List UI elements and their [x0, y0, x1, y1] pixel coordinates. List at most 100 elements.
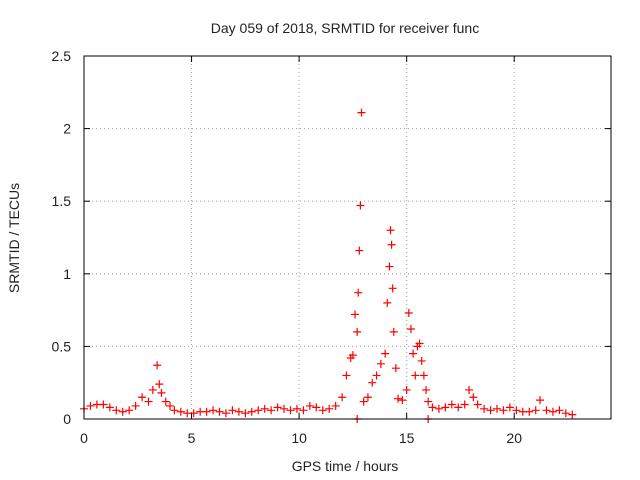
y-tick-label: 1.5: [52, 193, 72, 209]
data-point: [325, 404, 334, 413]
data-point: [112, 406, 121, 415]
data-point: [536, 396, 545, 405]
data-point: [338, 393, 347, 402]
data-point: [447, 400, 456, 409]
data-point: [454, 403, 463, 412]
x-tick-label: 20: [506, 430, 522, 446]
data-point: [355, 246, 364, 255]
data-point: [381, 349, 390, 358]
data-point: [260, 404, 269, 413]
data-point: [353, 327, 362, 336]
data-point: [465, 385, 474, 394]
y-tick-label: 2.5: [52, 48, 72, 64]
data-point: [189, 409, 198, 418]
data-point: [492, 404, 501, 413]
data-point: [383, 298, 392, 307]
data-point: [480, 404, 489, 413]
data-point: [376, 359, 385, 368]
data-point: [512, 406, 521, 415]
data-point: [161, 397, 170, 406]
plot-frame: [83, 55, 612, 420]
data-point: [542, 406, 551, 415]
data-point: [299, 406, 308, 415]
data-point: [525, 407, 534, 416]
data-point: [170, 406, 179, 415]
data-point: [125, 406, 134, 415]
x-tick-label: 10: [291, 430, 307, 446]
y-tick-label: 0.5: [52, 338, 72, 354]
data-point: [531, 406, 540, 415]
y-tick-labels: 0 0.5 1 1.5 2 2.5: [52, 48, 72, 427]
data-point: [441, 403, 450, 412]
data-point: [460, 400, 469, 409]
data-point: [331, 401, 340, 410]
data-point: [363, 393, 372, 402]
data-point: [273, 403, 282, 412]
data-point: [424, 397, 433, 406]
data-point: [499, 406, 508, 415]
data-point: [391, 364, 400, 373]
data-point: [221, 409, 230, 418]
data-point: [99, 400, 108, 409]
data-point: [176, 407, 185, 416]
data-point: [354, 288, 363, 297]
data-point: [434, 404, 443, 413]
data-point: [342, 371, 351, 380]
data-point: [228, 406, 237, 415]
y-tick-label: 0: [63, 411, 71, 427]
data-point: [409, 349, 418, 358]
data-point: [131, 401, 140, 410]
x-tick-labels: 0 5 10 15 20: [80, 430, 522, 446]
data-point: [312, 403, 321, 412]
data-point: [241, 409, 250, 418]
data-point: [404, 309, 413, 318]
data-point: [305, 401, 314, 410]
x-axis-label: GPS time / hours: [292, 458, 399, 474]
data-point: [86, 401, 95, 410]
data-point: [486, 406, 495, 415]
data-point: [389, 327, 398, 336]
data-point: [548, 407, 557, 416]
data-point: [555, 406, 564, 415]
data-point: [292, 404, 301, 413]
data-point: [568, 410, 577, 419]
data-point: [202, 407, 211, 416]
data-point: [155, 380, 164, 389]
data-point: [356, 201, 365, 210]
y-tick-label: 1: [63, 266, 71, 282]
data-point: [359, 397, 368, 406]
data-point: [153, 361, 162, 370]
data-point: [388, 284, 397, 293]
data-point: [419, 371, 428, 380]
data-point: [247, 407, 256, 416]
data-point: [385, 262, 394, 271]
data-point: [148, 385, 157, 394]
x-tick-label: 15: [399, 430, 415, 446]
data-point: [318, 406, 327, 415]
y-tick-label: 2: [63, 121, 71, 137]
y-axis-label: SRMTID / TECUs: [6, 183, 22, 293]
data-point: [386, 226, 395, 235]
data-point: [411, 371, 420, 380]
data-point: [157, 388, 166, 397]
data-point: [267, 406, 276, 415]
data-point: [372, 371, 381, 380]
data-point: [415, 339, 424, 348]
grid: [84, 56, 611, 419]
x-tick-label: 5: [188, 430, 196, 446]
data-point: [234, 407, 243, 416]
data-point: [357, 108, 366, 117]
data-point: [428, 403, 437, 412]
data-points: [80, 108, 577, 423]
axis-ticks: [83, 55, 611, 420]
data-point: [417, 356, 426, 365]
data-point: [286, 406, 295, 415]
x-tick-label: 0: [80, 430, 88, 446]
data-point: [469, 393, 478, 402]
data-point: [254, 406, 263, 415]
data-point: [422, 385, 431, 394]
data-point: [398, 396, 407, 405]
data-point: [561, 409, 570, 418]
data-point: [280, 404, 289, 413]
